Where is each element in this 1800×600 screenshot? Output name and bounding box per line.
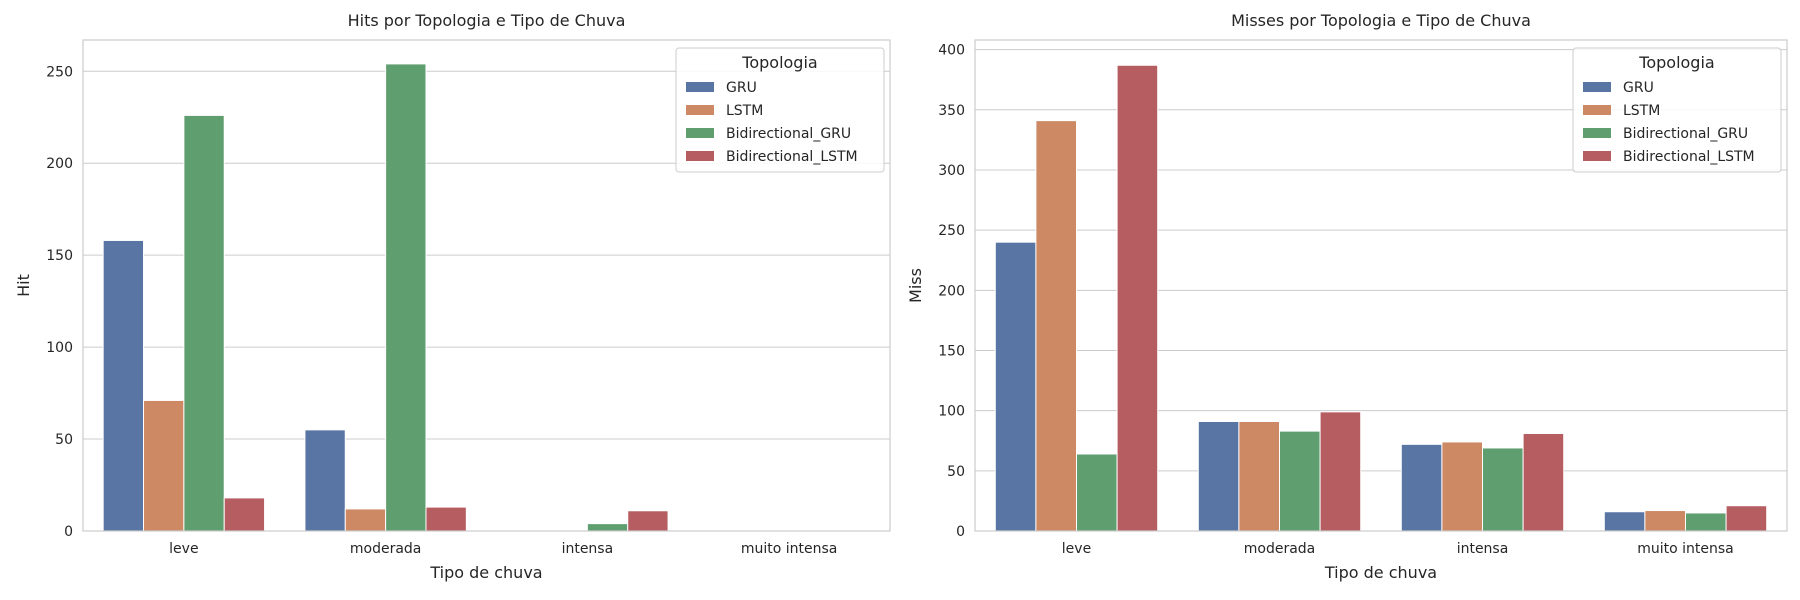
bar-bidirectional-lstm-leve bbox=[1116, 64, 1159, 532]
bar-bidirectional-lstm-intensa bbox=[627, 510, 669, 532]
bar-bidirectional-lstm-muito-intensa bbox=[1725, 505, 1768, 532]
legend-swatch bbox=[686, 82, 714, 92]
x-axis-label: Tipo de chuva bbox=[1324, 563, 1437, 582]
y-tick-label: 0 bbox=[956, 524, 965, 540]
plot-frame bbox=[82, 39, 891, 532]
y-tick-label: 300 bbox=[938, 163, 965, 179]
bar-bidirectional-lstm-moderada bbox=[1319, 411, 1362, 532]
bar-gru-moderada bbox=[304, 429, 346, 532]
legend-label: LSTM bbox=[1623, 103, 1660, 119]
bar-bidirectional-gru-leve bbox=[1076, 453, 1118, 532]
legend-swatch bbox=[1583, 82, 1611, 92]
legend-swatch bbox=[686, 151, 714, 161]
y-tick-label: 400 bbox=[938, 43, 965, 59]
bar-bidirectional-gru-moderada bbox=[385, 63, 427, 532]
bar-bidirectional-lstm-intensa bbox=[1522, 433, 1565, 532]
legend-label: GRU bbox=[1623, 80, 1654, 96]
legend-swatch bbox=[686, 128, 714, 138]
bar-lstm-leve bbox=[1035, 120, 1078, 532]
x-axis-label: Tipo de chuva bbox=[429, 563, 542, 582]
x-tick-label: leve bbox=[169, 541, 198, 557]
y-tick-label: 100 bbox=[46, 340, 73, 356]
bar-gru-intensa bbox=[1400, 443, 1443, 532]
bar-gru-leve bbox=[994, 241, 1037, 532]
chart-panel-2: 0 50 100 150 200 250 300 350 400 leve moderada inte… bbox=[906, 11, 1788, 582]
legend-label: Bidirectional_GRU bbox=[726, 126, 851, 142]
x-tick-label: leve bbox=[1062, 541, 1091, 557]
y-axis-label: Miss bbox=[906, 268, 925, 303]
x-tick-label: moderada bbox=[1244, 541, 1316, 557]
y-tick-label: 100 bbox=[938, 404, 965, 420]
bar-gru-muito-intensa bbox=[1603, 511, 1646, 532]
y-tick-label: 50 bbox=[947, 464, 965, 480]
x-tick-label: moderada bbox=[350, 541, 422, 557]
bar-lstm-intensa bbox=[1441, 441, 1484, 532]
legend: Topologia GRU LSTM Bidirectional_GRU Bidirec… bbox=[1572, 47, 1782, 173]
legend-swatch bbox=[1583, 128, 1611, 138]
legend-label: Bidirectional_GRU bbox=[1623, 126, 1748, 142]
y-tick-label: 0 bbox=[64, 524, 73, 540]
legend-label: LSTM bbox=[726, 103, 763, 119]
bar-bidirectional-lstm-moderada bbox=[425, 506, 467, 532]
y-tick-label: 200 bbox=[938, 283, 965, 299]
legend: Topologia GRU LSTM Bidirectional_GRU Bidirec… bbox=[675, 47, 885, 173]
legend-swatch bbox=[1583, 105, 1611, 115]
bar-gru-leve bbox=[102, 239, 145, 532]
y-tick-label: 200 bbox=[46, 156, 73, 172]
x-tick-label: muito intensa bbox=[741, 541, 838, 557]
bar-lstm-moderada bbox=[344, 508, 387, 532]
x-tick-label: muito intensa bbox=[1637, 541, 1734, 557]
y-tick-label: 150 bbox=[46, 248, 73, 264]
bar-lstm-muito-intensa bbox=[1644, 510, 1687, 532]
y-tick-label: 150 bbox=[938, 343, 965, 359]
bar-bidirectional-gru-intensa bbox=[1482, 447, 1524, 532]
legend-title: Topologia bbox=[1638, 53, 1714, 72]
bar-lstm-moderada bbox=[1238, 420, 1281, 532]
legend-box bbox=[1572, 47, 1782, 173]
y-tick-label: 250 bbox=[46, 64, 73, 80]
legend-swatch bbox=[1583, 151, 1611, 161]
legend-swatch bbox=[686, 105, 714, 115]
y-axis-label: Hit bbox=[14, 274, 33, 297]
x-tick-label: intensa bbox=[1457, 541, 1509, 557]
bar-gru-moderada bbox=[1197, 420, 1240, 532]
plot-frame bbox=[974, 39, 1788, 532]
y-tick-label: 350 bbox=[938, 103, 965, 119]
bar-bidirectional-gru-leve bbox=[183, 114, 225, 532]
legend-label: Bidirectional_LSTM bbox=[726, 149, 858, 165]
chart-title: Hits por Topologia e Tipo de Chuva bbox=[348, 11, 626, 30]
legend-label: Bidirectional_LSTM bbox=[1623, 149, 1755, 165]
y-tick-label: 50 bbox=[55, 432, 73, 448]
legend-label: GRU bbox=[726, 80, 757, 96]
chart-title: Misses por Topologia e Tipo de Chuva bbox=[1231, 11, 1531, 30]
legend-title: Topologia bbox=[741, 53, 817, 72]
bar-bidirectional-gru-intensa bbox=[586, 523, 629, 532]
bar-bidirectional-lstm-leve bbox=[223, 497, 266, 532]
bar-lstm-leve bbox=[143, 399, 185, 532]
bar-bidirectional-gru-muito-intensa bbox=[1685, 512, 1727, 532]
y-tick-label: 250 bbox=[938, 223, 965, 239]
chart-panel-1: 0 50 100 150 200 250 leve moderada intensa muito … bbox=[14, 11, 891, 582]
bar-bidirectional-gru-moderada bbox=[1279, 430, 1321, 532]
x-tick-label: intensa bbox=[562, 541, 614, 557]
legend-box bbox=[675, 47, 885, 173]
